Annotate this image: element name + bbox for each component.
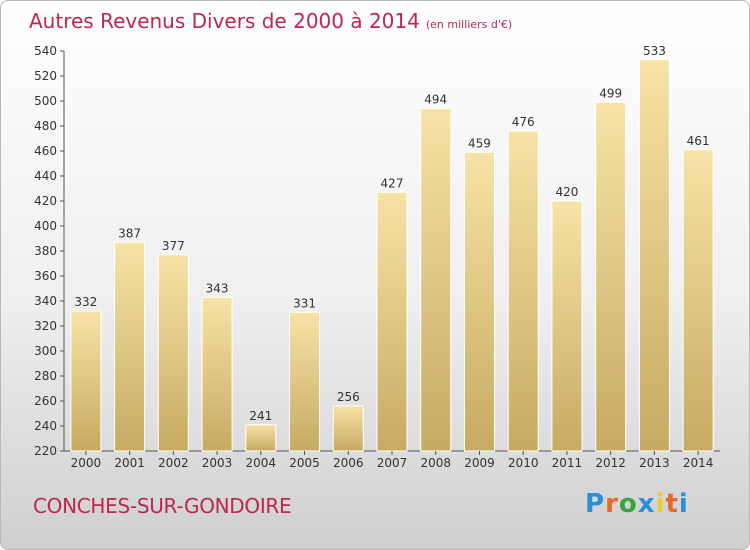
y-tick-label: 300	[34, 344, 57, 358]
bar	[114, 241, 146, 452]
x-tick-label: 2007	[377, 456, 408, 470]
title-unit: (en milliers d'€)	[425, 18, 513, 31]
x-tick-label: 2001	[114, 456, 145, 470]
x-tick-label: 2003	[202, 456, 233, 470]
chart-title: Autres Revenus Divers de 2000 à 2014 (en …	[29, 9, 512, 33]
bar	[551, 200, 583, 452]
proxiti-logo: Proxiti	[585, 489, 689, 519]
logo-letter: i	[655, 489, 666, 519]
bar-value-label: 494	[424, 93, 447, 107]
y-tick-label: 340	[34, 294, 57, 308]
title-text: Autres Revenus Divers de 2000 à 2014	[29, 9, 420, 33]
bar	[420, 108, 452, 452]
y-tick-label: 360	[34, 269, 57, 283]
bar-value-label: 377	[162, 239, 185, 253]
y-tick-label: 240	[34, 419, 57, 433]
x-tick-label: 2011	[552, 456, 583, 470]
y-tick-label: 420	[34, 194, 57, 208]
bar-value-label: 331	[293, 296, 316, 310]
y-tick-label: 460	[34, 144, 57, 158]
bar	[638, 59, 670, 452]
x-tick-label: 2005	[289, 456, 320, 470]
bar-value-label: 533	[643, 44, 666, 58]
y-tick-label: 380	[34, 244, 57, 258]
bar-value-label: 427	[381, 176, 404, 190]
y-tick-label: 280	[34, 369, 57, 383]
y-tick-label: 400	[34, 219, 57, 233]
y-tick-label: 320	[34, 319, 57, 333]
bar	[595, 101, 627, 452]
x-tick-label: 2004	[246, 456, 277, 470]
logo-letter: o	[618, 489, 638, 519]
y-tick-label: 520	[34, 69, 57, 83]
y-tick-label: 540	[34, 44, 57, 58]
bar	[376, 191, 408, 452]
bar	[289, 311, 321, 452]
bar-value-label: 420	[555, 185, 578, 199]
bar-value-label: 387	[118, 226, 141, 240]
x-tick-label: 2008	[420, 456, 451, 470]
x-tick-label: 2000	[71, 456, 102, 470]
x-tick-label: 2012	[595, 456, 626, 470]
bar-value-label: 499	[599, 86, 622, 100]
x-tick-label: 2013	[639, 456, 670, 470]
bar-value-label: 332	[74, 295, 97, 309]
logo-letter: P	[585, 489, 606, 519]
bar	[463, 151, 495, 452]
bar	[157, 254, 189, 452]
bar-value-label: 461	[687, 134, 710, 148]
location-label: CONCHES-SUR-GONDOIRE	[33, 494, 292, 518]
bar	[70, 310, 102, 452]
bar-value-label: 241	[249, 409, 272, 423]
logo-letter: x	[637, 489, 656, 519]
bar	[682, 149, 714, 452]
x-tick-label: 2002	[158, 456, 189, 470]
x-tick-label: 2014	[683, 456, 714, 470]
y-tick-label: 440	[34, 169, 57, 183]
x-tick-label: 2010	[508, 456, 539, 470]
x-tick-label: 2006	[333, 456, 364, 470]
y-tick-label: 500	[34, 94, 57, 108]
logo-letter: t	[665, 489, 679, 519]
y-tick-label: 220	[34, 444, 57, 458]
x-tick-label: 2009	[464, 456, 495, 470]
bar	[245, 424, 277, 452]
y-tick-label: 260	[34, 394, 57, 408]
bar	[332, 405, 364, 452]
bar	[507, 130, 539, 452]
bar	[201, 296, 233, 452]
bar-value-label: 476	[512, 115, 535, 129]
bar-value-label: 256	[337, 390, 360, 404]
bar-value-label: 459	[468, 136, 491, 150]
bar-value-label: 343	[206, 281, 229, 295]
logo-letter: i	[678, 489, 689, 519]
logo-letter: r	[605, 489, 619, 519]
y-tick-label: 480	[34, 119, 57, 133]
